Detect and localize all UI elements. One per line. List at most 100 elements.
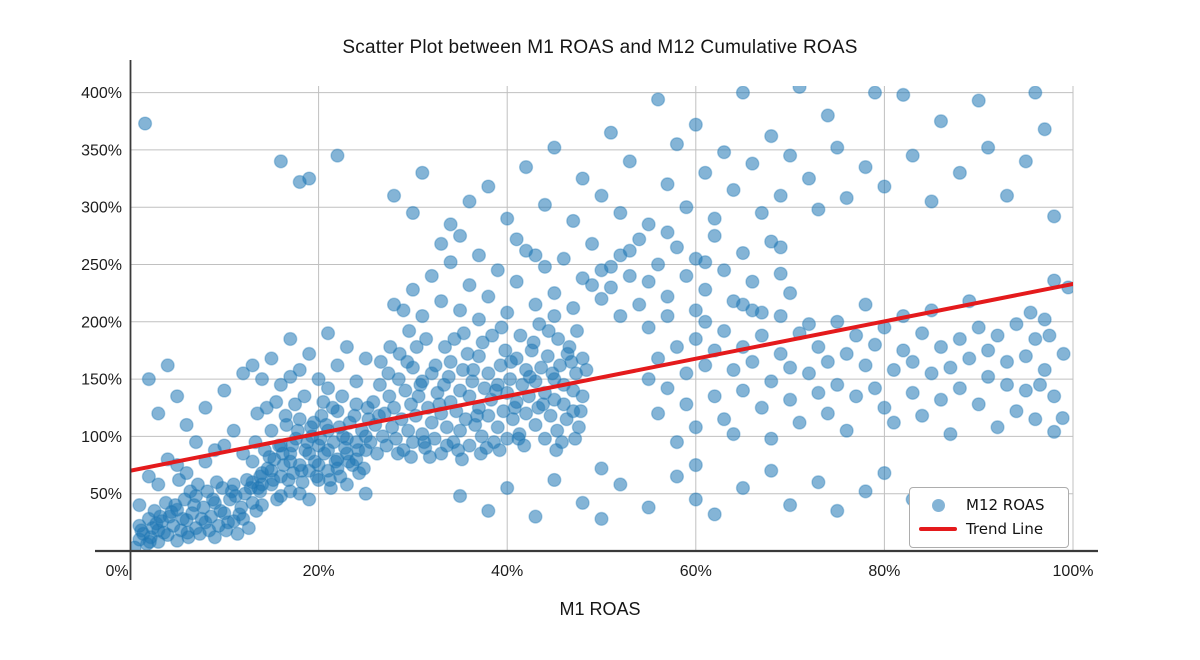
data-point <box>1037 122 1052 137</box>
data-point <box>632 232 647 247</box>
data-point <box>905 148 920 163</box>
data-point <box>782 498 798 513</box>
data-point <box>262 449 277 465</box>
data-point <box>849 328 864 343</box>
data-point <box>603 259 619 274</box>
data-point <box>867 381 883 396</box>
data-point <box>547 286 562 301</box>
data-point <box>547 140 562 155</box>
data-point <box>990 420 1005 435</box>
data-point <box>396 303 411 318</box>
chart-title: Scatter Plot between M1 ROAS and M12 Cum… <box>342 37 858 58</box>
x-tick-label: 100% <box>1053 563 1094 580</box>
data-point <box>439 438 454 453</box>
data-point <box>213 503 228 518</box>
y-tick-label: 400% <box>81 85 122 102</box>
data-point <box>1028 86 1043 100</box>
data-point <box>933 114 949 129</box>
data-point <box>660 177 675 192</box>
data-point <box>188 435 204 450</box>
data-point <box>830 314 845 329</box>
data-point <box>462 278 477 293</box>
data-point <box>518 406 534 421</box>
data-point <box>567 431 583 446</box>
data-point <box>660 289 675 304</box>
data-point <box>209 475 224 490</box>
data-point <box>745 274 760 289</box>
data-point <box>409 339 424 355</box>
data-point <box>452 383 468 398</box>
data-point <box>141 469 156 484</box>
data-point <box>528 248 543 263</box>
data-point <box>707 228 722 243</box>
data-point <box>498 343 513 358</box>
data-point <box>1037 312 1052 327</box>
data-point <box>503 354 519 370</box>
x-tick-label: 0% <box>105 563 128 580</box>
data-point <box>698 358 713 373</box>
data-point <box>477 381 492 396</box>
data-point <box>379 438 394 453</box>
data-point <box>526 335 541 350</box>
data-point <box>1055 410 1070 426</box>
data-point <box>782 148 798 163</box>
data-point <box>170 389 185 404</box>
data-point <box>707 507 722 522</box>
data-point <box>275 446 290 461</box>
data-point <box>952 165 967 180</box>
trend-line <box>130 281 1073 473</box>
scatter-marker-icon <box>931 498 945 512</box>
data-point <box>347 408 362 423</box>
data-point <box>250 406 265 421</box>
data-point <box>830 377 845 392</box>
data-point <box>632 297 647 312</box>
data-point <box>278 408 293 423</box>
data-point <box>1023 305 1038 320</box>
data-point <box>398 383 413 398</box>
data-point <box>773 308 788 324</box>
data-point <box>273 377 288 392</box>
data-point <box>358 486 373 501</box>
data-point <box>366 394 381 410</box>
data-point <box>411 389 426 404</box>
data-point <box>698 165 713 180</box>
data-point <box>434 236 449 251</box>
y-tick-label: 250% <box>81 257 122 274</box>
data-point <box>698 282 713 297</box>
x-tick-label: 80% <box>868 563 900 580</box>
data-point <box>999 188 1015 203</box>
data-point <box>566 300 581 316</box>
data-point <box>382 389 397 404</box>
data-point <box>575 495 590 510</box>
data-point <box>309 469 324 484</box>
data-point <box>537 259 553 274</box>
data-point <box>560 346 575 361</box>
data-point <box>801 366 817 381</box>
data-point <box>287 397 303 412</box>
data-point <box>905 354 920 370</box>
data-point <box>386 188 402 203</box>
data-point <box>434 294 449 309</box>
data-point <box>179 417 194 433</box>
data-point <box>452 228 468 243</box>
data-point <box>481 366 496 381</box>
data-point <box>142 534 157 549</box>
data-point <box>164 504 179 520</box>
data-point <box>330 358 345 373</box>
data-point <box>594 188 609 203</box>
data-point <box>320 381 336 396</box>
data-point <box>754 205 769 221</box>
data-point <box>1056 346 1071 361</box>
data-point <box>622 154 637 169</box>
data-point <box>547 472 562 488</box>
data-point <box>424 415 439 430</box>
data-point <box>915 326 930 341</box>
data-point <box>400 354 415 370</box>
data-point <box>226 423 241 438</box>
tick-labels: 0% 20% 40% 60% 80% 100% 50% 100% 150% 200% 250% 300… <box>81 85 1093 580</box>
data-point <box>811 339 826 355</box>
data-point <box>452 423 468 438</box>
data-point <box>943 360 958 375</box>
data-point <box>594 291 609 306</box>
